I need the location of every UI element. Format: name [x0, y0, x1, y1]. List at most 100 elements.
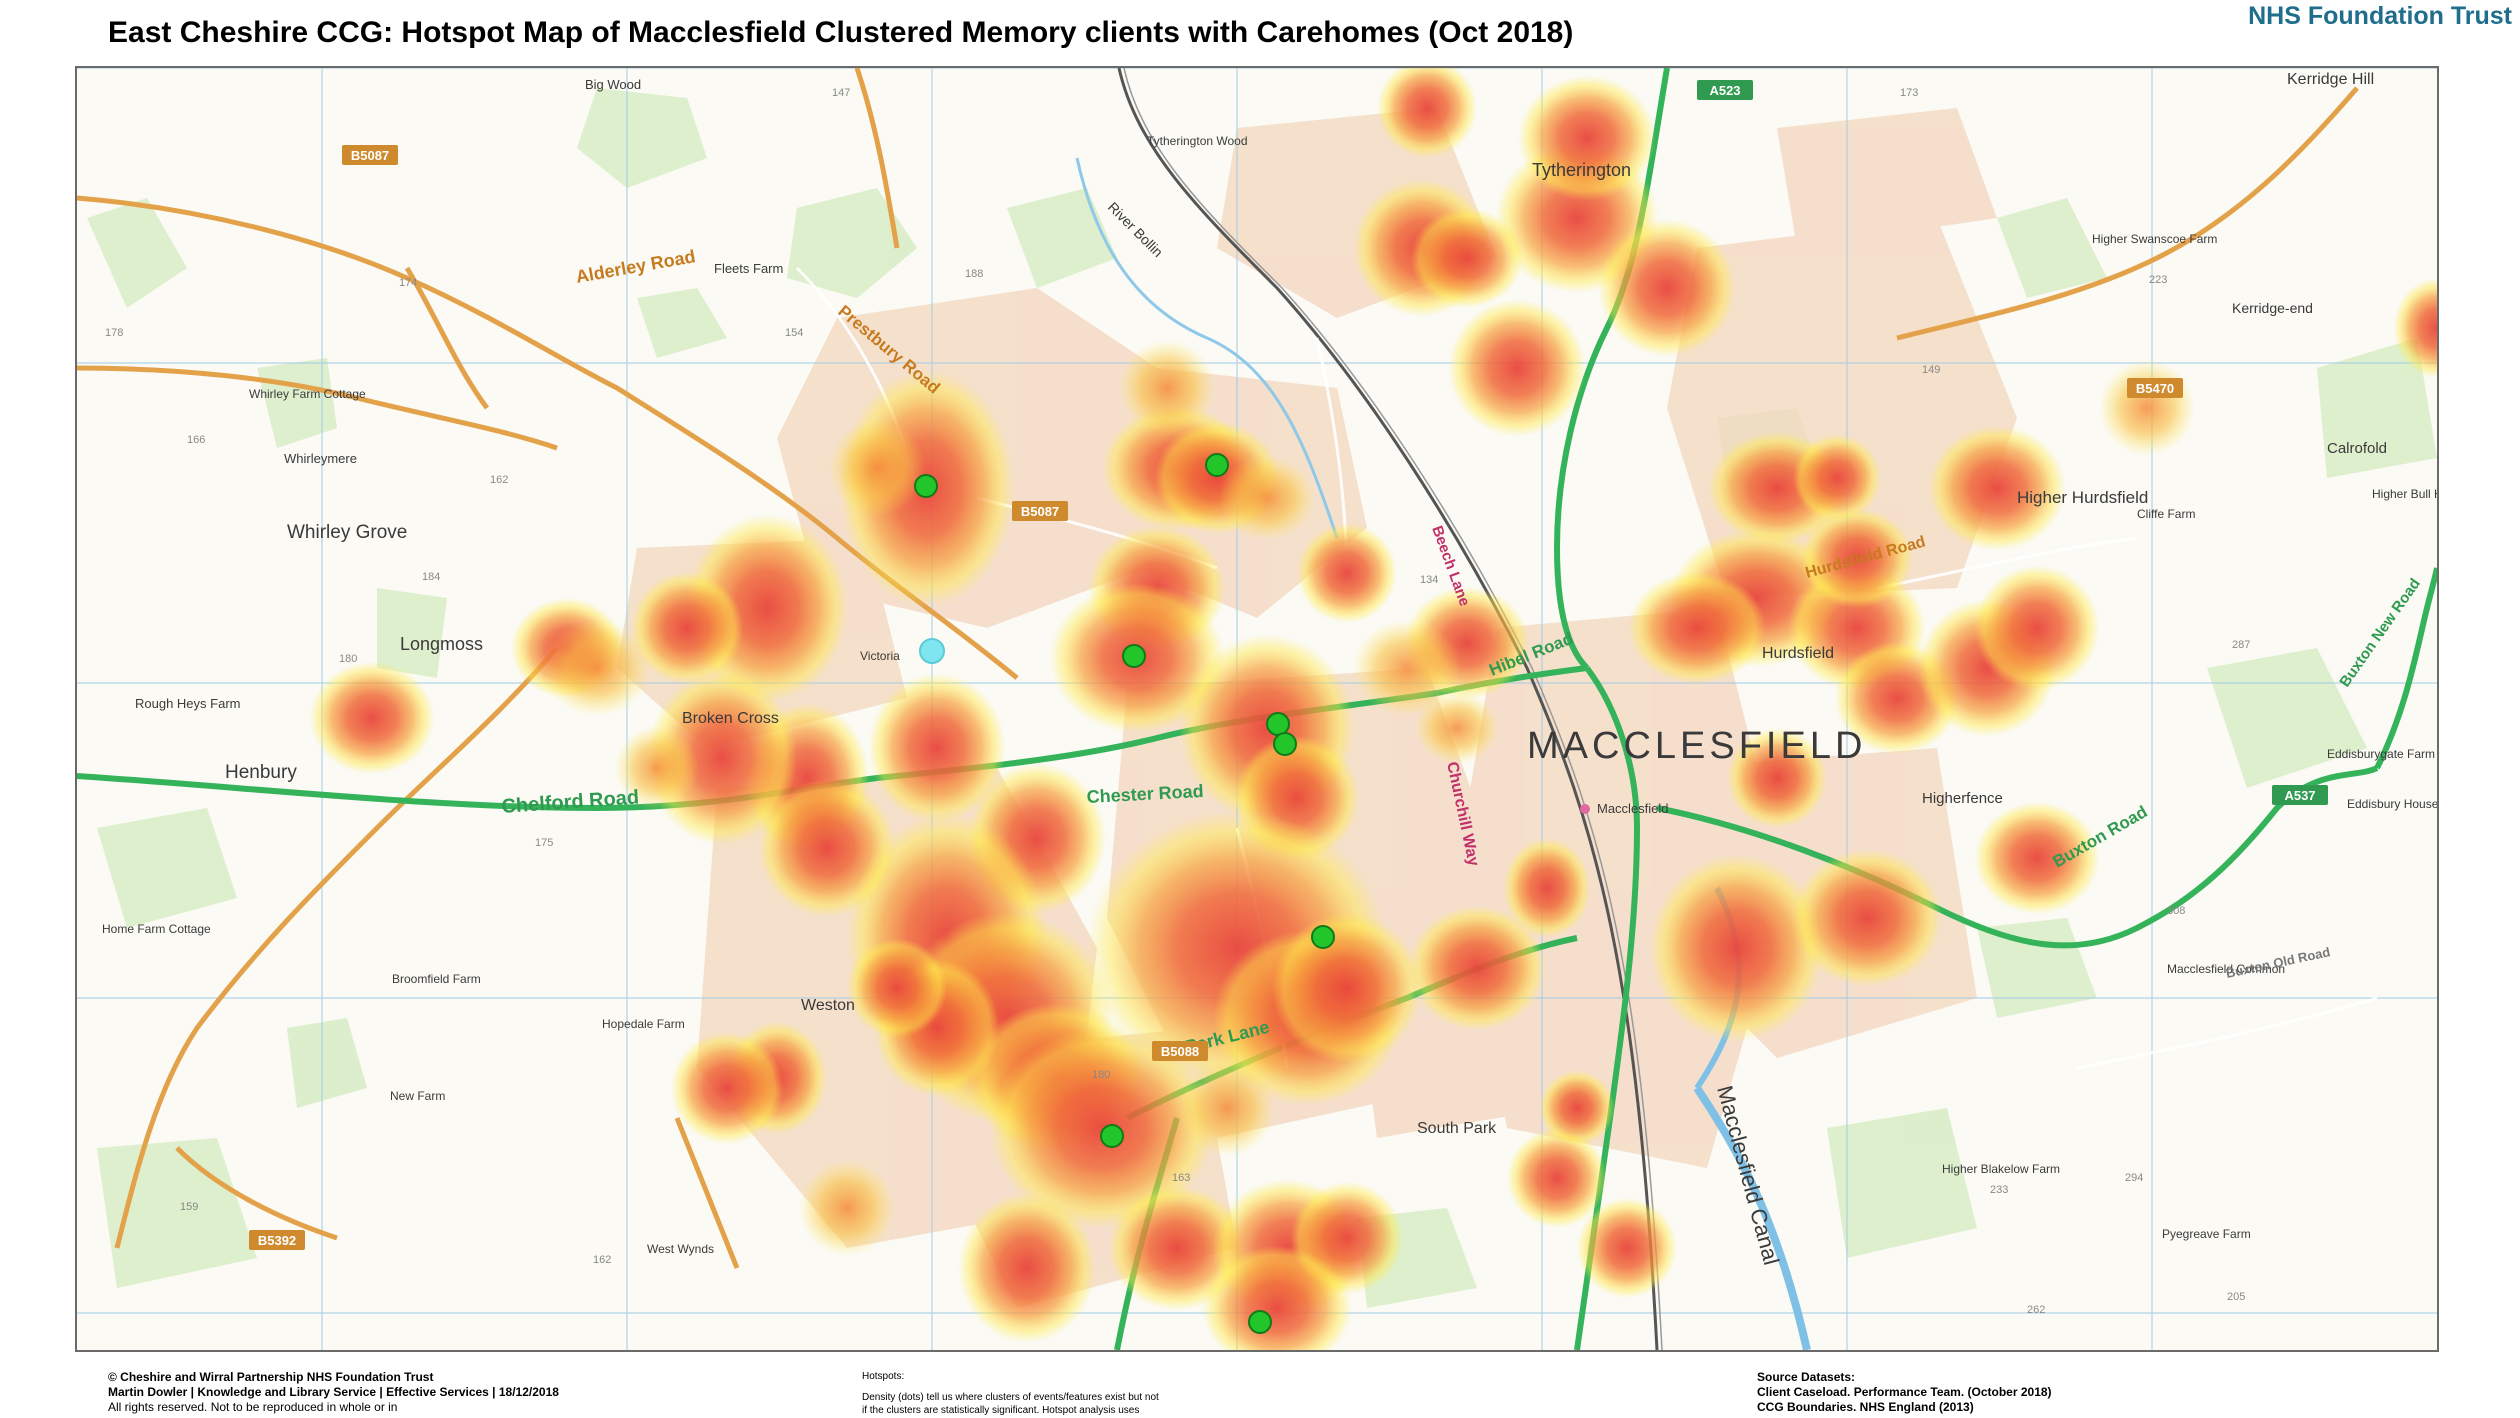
hotspot-54[interactable]	[1974, 801, 2100, 915]
hotspot-35[interactable]	[1448, 299, 1586, 437]
carehome-layer	[914, 453, 1335, 1334]
place-label-17: Higher Hurdsfield	[2017, 488, 2148, 507]
spot-height-4: 178	[105, 327, 123, 339]
place-label-20: Hurdsfield	[1762, 645, 1834, 662]
hotspot-9[interactable]	[630, 571, 744, 685]
hotspot-60[interactable]	[647, 670, 797, 846]
hotspot-edge-5[interactable]	[1219, 456, 1315, 540]
place-label-13: Victoria	[860, 649, 900, 663]
place-label-16: Calrofold	[2327, 440, 2387, 457]
river-bollin	[1075, 157, 1339, 539]
carehome-marker-4[interactable]	[1266, 712, 1290, 736]
hotspot-11[interactable]	[309, 661, 435, 775]
hotspot-edge-4[interactable]	[1119, 340, 1215, 436]
carehome-marker-6[interactable]	[1311, 925, 1335, 949]
footer-left-line-3: All rights reserved. Not to be reproduce…	[108, 1400, 398, 1414]
spot-height-10: 180	[339, 653, 357, 665]
place-label-29: New Farm	[390, 1089, 445, 1103]
svg-text:A537: A537	[2284, 788, 2315, 803]
footer-right-line-1: Source Datasets:	[1757, 1370, 1856, 1384]
place-label-10: Rough Heys Farm	[135, 696, 240, 711]
carehome-marker-3[interactable]	[1122, 644, 1146, 668]
hotspot-39[interactable]	[1518, 75, 1656, 201]
hotspot-32[interactable]	[1297, 523, 1397, 623]
spot-height-7: 166	[187, 434, 205, 446]
carehome-marker-7[interactable]	[1100, 1124, 1124, 1148]
hotspot-edge-1[interactable]	[543, 620, 651, 716]
place-label-1: Big Wood	[585, 77, 641, 92]
hotspot-40[interactable]	[1598, 219, 1736, 357]
place-label-28: Hopedale Farm	[602, 1017, 685, 1031]
hotspot-edge-10[interactable]	[1179, 1060, 1275, 1156]
carehome-marker-5[interactable]	[1273, 732, 1297, 756]
hotspot-56[interactable]	[1503, 838, 1591, 938]
place-label-6: Whirley Farm Cottage	[249, 387, 366, 401]
spot-height-13: 159	[180, 1201, 198, 1213]
hotspot-map[interactable]: MACCLESFIELD Big Wood Tytherington Wood Ty…	[75, 66, 2439, 1352]
road-badge-4: B5087	[1012, 501, 1068, 521]
hotspot-44[interactable]	[1649, 854, 1825, 1042]
spot-height-3: 173	[1900, 87, 1918, 99]
carehome-marker-2[interactable]	[1205, 453, 1229, 477]
svg-text:B5088: B5088	[1161, 1044, 1199, 1059]
hotspot-61[interactable]	[1202, 1245, 1352, 1351]
hotspot-49[interactable]	[1974, 565, 2100, 691]
spot-height-14: 162	[593, 1254, 611, 1266]
hotspot-36[interactable]	[1410, 208, 1524, 308]
hotspot-37[interactable]	[1377, 68, 1477, 158]
place-label-19: Higher Bull Hill Farm	[2372, 487, 2437, 501]
hotspot-52[interactable]	[1800, 508, 1914, 608]
green-areas	[87, 88, 2437, 1308]
place-label-25: Home Farm Cottage	[102, 922, 211, 936]
road-badge-2: A523	[1697, 80, 1753, 100]
spot-height-20: 308	[2167, 905, 2185, 917]
hotspot-edge-9[interactable]	[799, 1160, 895, 1256]
location-marker-victoria[interactable]	[919, 638, 945, 664]
place-label-5: Fleets Farm	[714, 261, 783, 276]
hotspot-45[interactable]	[1792, 849, 1942, 987]
footer-mid-line-3: if the clusters are statistically signif…	[862, 1405, 1140, 1416]
hotspot-57[interactable]	[1507, 1128, 1607, 1228]
hotspot-28[interactable]	[1272, 913, 1422, 1063]
footer-mid-line-1: Hotspots:	[862, 1371, 905, 1382]
carehome-marker-1[interactable]	[914, 474, 938, 498]
footer-right-line-3: CCG Boundaries. NHS England (2013)	[1757, 1400, 1974, 1414]
hotspot-edge-6[interactable]	[1353, 620, 1461, 716]
hotspot-edge-3[interactable]	[829, 420, 925, 516]
place-label-23: Higherfence	[1922, 790, 2003, 807]
spot-height-15: 180	[1092, 1069, 1110, 1081]
hotspot-edge-2[interactable]	[615, 726, 699, 810]
hotspot-58[interactable]	[1539, 1070, 1615, 1146]
hotspot-42[interactable]	[1628, 571, 1766, 685]
place-label-33: Pyegreave Farm	[2162, 1227, 2251, 1241]
hotspot-31[interactable]	[1408, 905, 1546, 1031]
hotspot-53[interactable]	[1793, 434, 1881, 522]
hotspot-59[interactable]	[1577, 1198, 1677, 1298]
hotspot-24[interactable]	[670, 1031, 784, 1145]
place-label-26: Broomfield Farm	[392, 972, 481, 986]
railway-line	[1117, 68, 1659, 1350]
hotspot-edge-7[interactable]	[2099, 360, 2195, 456]
spot-height-23: 262	[2027, 1304, 2045, 1316]
spot-height-16: 163	[1172, 1172, 1190, 1184]
hotspot-22[interactable]	[847, 938, 947, 1038]
hotspot-14[interactable]	[868, 673, 1006, 823]
place-label-32: Higher Blakelow Farm	[1942, 1162, 2060, 1176]
hotspot-55[interactable]	[2393, 278, 2437, 378]
spot-heights: 147 188 173 178 174 154 166 162 184 180 149 175 159 1…	[105, 87, 2250, 1316]
hotspot-43[interactable]	[1727, 728, 1827, 828]
place-label-30: South Park	[1417, 1120, 1497, 1137]
place-label-21: Eddisburygate Farm	[2327, 747, 2435, 761]
svg-text:B5392: B5392	[258, 1233, 296, 1248]
place-label-8: Whirley Grove	[287, 522, 407, 543]
svg-text:A523: A523	[1709, 83, 1740, 98]
hotspot-25[interactable]	[958, 1193, 1096, 1343]
place-label-34: West Wynds	[647, 1242, 714, 1256]
footer-left-line-1: © Cheshire and Wirral Partnership NHS Fo…	[108, 1370, 434, 1384]
map-title: East Cheshire CCG: Hotspot Map of Maccle…	[108, 16, 1574, 49]
hotspot-19[interactable]	[989, 1028, 1215, 1228]
hotspot-50[interactable]	[1928, 425, 2066, 551]
carehome-marker-8[interactable]	[1248, 1310, 1272, 1334]
spot-height-2: 188	[965, 268, 983, 280]
hotspot-edge-8[interactable]	[1415, 692, 1499, 764]
